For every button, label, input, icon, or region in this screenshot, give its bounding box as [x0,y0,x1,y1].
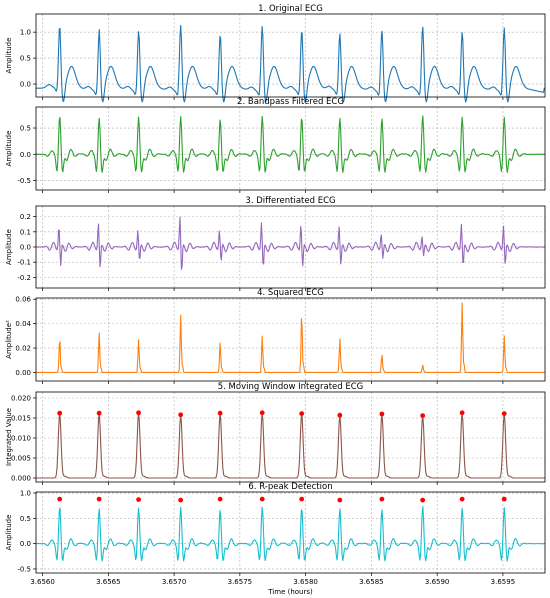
panel-2-ytick-label-1: 0.0 [20,151,31,159]
panel-5-rpeak-marker-7 [337,412,343,418]
xtick-label-4: 3.6580 [293,578,318,586]
panel-6-rpeak-marker-2 [136,497,141,502]
panel-4-signal-line [36,302,545,374]
panel-5-rpeak-marker-1 [96,410,102,416]
panel-4-ytick-label-0: 0.00 [15,369,31,377]
panel-3-title: 3. Differentiated ECG [245,196,335,206]
panel-5-rpeak-marker-3 [178,412,184,418]
panel-6-rpeak-marker-11 [501,496,507,502]
panel-3-ytick-label-1: -0.1 [17,259,31,267]
panel-6-ytick-label-3: 1.0 [20,490,31,498]
panel-5-ytick-label-4: 0.020 [11,395,31,403]
panel-4-title: 4. Squared ECG [257,288,324,298]
panel-2-signal-line [35,115,546,173]
panel-6-rpeak-marker-9 [420,497,426,503]
xtick-label-7: 3.6595 [491,578,516,586]
panel-6-rpeak-marker-10 [459,496,465,502]
panel-6-title: 6. R-peak Detection [248,482,332,492]
panel-5-frame [35,391,546,483]
panel-6-rpeak-marker-5 [259,496,265,502]
panel-5-ytick-label-0: 0.000 [11,475,31,483]
panel-1-signal-line [36,24,545,103]
panel-5-ylabel: Integrated Value [5,408,13,466]
panel-1-frame [35,13,546,98]
panel-1-ytick-label-1: 0.5 [20,55,31,63]
panel-6-rpeak-marker-4 [217,496,223,502]
panel-5-rpeak-marker-11 [501,411,507,416]
panel-5-rpeak-marker-8 [379,411,385,417]
panel-3-ylabel: Amplitude [5,229,13,265]
panel-5-rpeak-marker-0 [57,410,63,416]
panel-5-rpeak-marker-5 [259,410,265,416]
panel-5-signal-line [36,412,545,479]
xtick-label-2: 3.6570 [162,578,187,586]
panel-1-ytick-label-0: 0.0 [20,81,31,89]
panel-3-ytick-label-2: 0.0 [20,244,31,252]
panel-6-rpeak-marker-8 [379,496,385,502]
panel-6-rpeak-marker-0 [57,496,63,502]
panel-5-title: 5. Moving Window Integrated ECG [218,382,364,392]
panel-3-frame [35,205,546,289]
panel-4-ytick-label-2: 0.04 [15,320,31,328]
panel-1-title: 1. Original ECG [258,4,323,14]
panel-5-rpeak-marker-4 [217,410,223,416]
panel-2-ylabel: Amplitude [5,131,13,167]
panel-5-rpeak-marker-2 [136,410,141,416]
xtick-label-5: 3.6585 [359,578,384,586]
panel-6-rpeak-marker-3 [178,497,184,503]
panel-1-ytick-label-2: 1.0 [20,29,31,37]
panel-1-ylabel: Amplitude [5,38,13,74]
panel-6-ylabel: Amplitude [5,515,13,551]
panel-4-ytick-label-3: 0.06 [15,296,31,304]
panel-6-ytick-label-1: 0.0 [20,540,31,548]
panel-6-rpeak-marker-6 [299,496,305,502]
x-axis-label: Time (hours) [267,588,313,596]
panel-4-ylabel: Amplitude² [5,320,13,359]
panel-2-ytick-label-2: 0.5 [20,125,31,133]
xtick-label-6: 3.6590 [425,578,450,586]
panel-6-rpeak-marker-1 [96,496,102,502]
panel-3-ytick-label-4: 0.2 [20,213,31,221]
panel-5-ytick-label-2: 0.010 [11,435,31,443]
panel-6-ytick-label-0: -0.5 [17,565,31,573]
panel-6-signal-line [35,506,546,562]
panel-5-rpeak-marker-9 [420,413,426,418]
panel-3-ytick-label-0: -0.2 [17,274,31,282]
panel-5-ytick-label-3: 0.015 [11,415,31,423]
xtick-label-1: 3.6565 [96,578,121,586]
panel-5-rpeak-marker-10 [459,410,465,416]
xtick-label-3: 3.6575 [228,578,253,586]
panel-5-ytick-label-1: 0.005 [11,455,31,463]
xtick-label-0: 3.6560 [30,578,55,586]
panel-6-rpeak-marker-7 [337,497,343,503]
panel-5-rpeak-marker-6 [299,411,305,416]
panel-2-ytick-label-0: -0.5 [17,177,31,185]
panel-3-ytick-label-3: 0.1 [20,228,31,236]
panel-6-frame [35,491,546,574]
panel-4-frame [35,297,546,382]
panel-4-ytick-label-1: 0.02 [15,345,31,353]
panel-6-ytick-label-2: 0.5 [20,515,31,523]
panel-2-frame [35,106,546,191]
panel-2-title: 2. Bandpass Filtered ECG [237,97,344,107]
panel-3-signal-line [35,216,546,270]
